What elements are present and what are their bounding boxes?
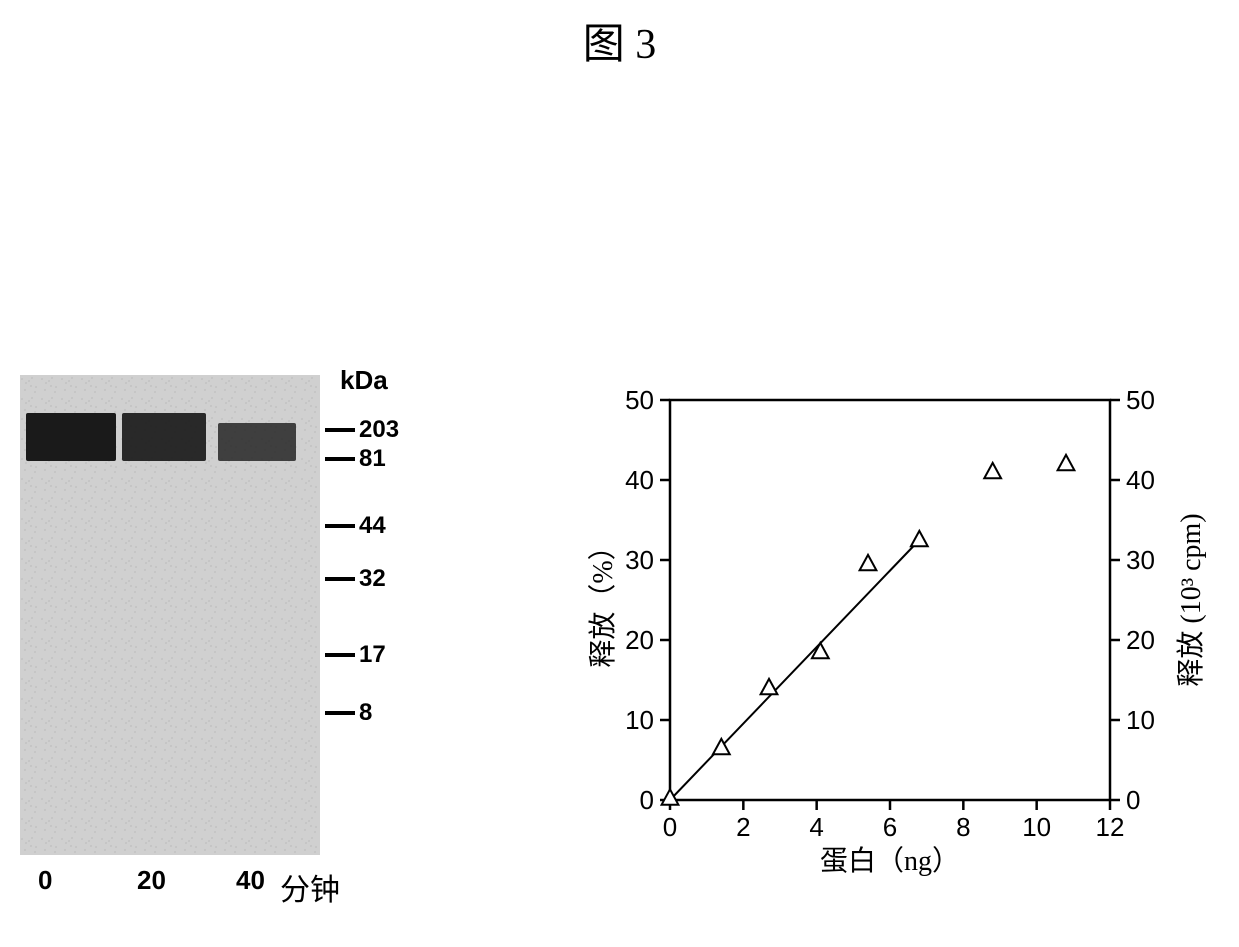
- ylabel-right: 释放 (10³ cpm): [1175, 513, 1207, 686]
- mw-marker: 44: [325, 512, 386, 540]
- mw-tick: [325, 457, 355, 461]
- ytick-label-right: 0: [1126, 785, 1140, 815]
- gel-panel: kDa 203814432178 02040 分钟: [20, 375, 470, 925]
- ytick-label-right: 30: [1126, 545, 1155, 575]
- gel-band: [218, 423, 296, 461]
- xtick-label: 6: [883, 812, 897, 842]
- mw-tick: [325, 577, 355, 581]
- xtick-label: 8: [956, 812, 970, 842]
- lane-label: 0: [38, 865, 52, 896]
- xtick-label: 12: [1096, 812, 1125, 842]
- data-point: [860, 555, 877, 570]
- data-point: [662, 789, 679, 804]
- mw-tick: [325, 711, 355, 715]
- mw-marker: 8: [325, 699, 372, 727]
- mw-marker: 32: [325, 565, 386, 593]
- mw-marker-label: 8: [359, 699, 372, 727]
- ytick-label-right: 20: [1126, 625, 1155, 655]
- lane-label: 40: [236, 865, 265, 896]
- fit-line: [670, 540, 919, 800]
- ytick-label-right: 40: [1126, 465, 1155, 495]
- ytick-label-left: 10: [625, 705, 654, 735]
- mw-marker: 17: [325, 641, 386, 669]
- xtick-label: 4: [809, 812, 823, 842]
- lane-label: 20: [137, 865, 166, 896]
- ylabel-left: 释放（%）: [587, 532, 619, 667]
- ytick-label-right: 50: [1126, 390, 1155, 415]
- mw-tick: [325, 428, 355, 432]
- mw-tick: [325, 524, 355, 528]
- ytick-label-left: 20: [625, 625, 654, 655]
- chart-panel: 0246810120102030405001020304050蛋白（ng）释放（…: [580, 390, 1220, 910]
- xtick-label: 2: [736, 812, 750, 842]
- xtick-label: 10: [1022, 812, 1051, 842]
- ytick-label-left: 50: [625, 390, 654, 415]
- figure-title: 图 3: [583, 10, 657, 71]
- gel-band: [26, 413, 116, 461]
- kda-label: kDa: [340, 365, 388, 396]
- xlabel: 蛋白（ng）: [820, 845, 960, 877]
- xtick-label: 0: [663, 812, 677, 842]
- data-point: [984, 463, 1001, 478]
- ytick-label-left: 30: [625, 545, 654, 575]
- ytick-label-right: 10: [1126, 705, 1155, 735]
- data-point: [1058, 455, 1075, 470]
- data-point: [761, 679, 778, 694]
- ytick-label-left: 0: [640, 785, 654, 815]
- gel-image: [20, 375, 320, 855]
- data-point: [911, 531, 928, 546]
- gel-xlabel: 分钟: [280, 865, 340, 909]
- mw-marker: 81: [325, 445, 386, 473]
- mw-marker-label: 32: [359, 565, 386, 593]
- mw-marker-label: 81: [359, 445, 386, 473]
- mw-marker-label: 44: [359, 512, 386, 540]
- chart-svg: 0246810120102030405001020304050蛋白（ng）释放（…: [580, 390, 1220, 910]
- gel-band: [122, 413, 206, 461]
- mw-marker-label: 17: [359, 641, 386, 669]
- mw-marker: 203: [325, 416, 399, 444]
- plot-box: [670, 400, 1110, 800]
- ytick-label-left: 40: [625, 465, 654, 495]
- mw-tick: [325, 653, 355, 657]
- mw-marker-label: 203: [359, 416, 399, 444]
